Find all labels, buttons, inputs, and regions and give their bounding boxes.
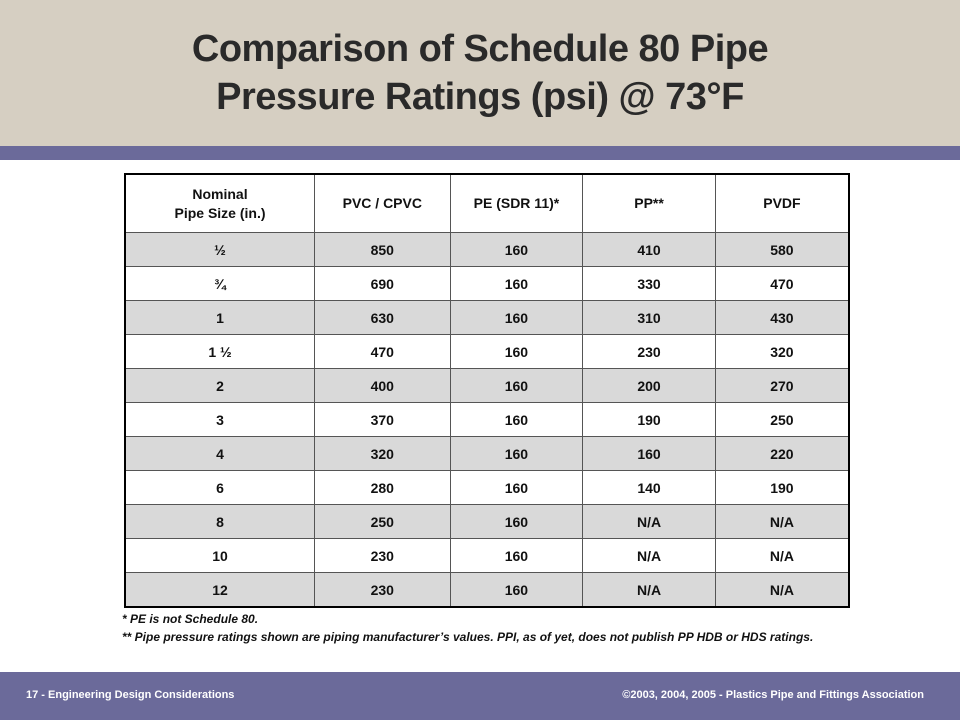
cell-nominal-size: 12 bbox=[124, 572, 315, 608]
table-row: 1 ½ 470 160 230 320 bbox=[124, 334, 850, 369]
cell-nominal-size: 4 bbox=[124, 436, 315, 471]
cell-nominal-size: 10 bbox=[124, 538, 315, 573]
cell-pe: 160 bbox=[449, 232, 584, 267]
cell-pvc-cpvc: 850 bbox=[313, 232, 451, 267]
footnote-pe: * PE is not Schedule 80. bbox=[122, 612, 259, 626]
cell-pvdf: 270 bbox=[714, 368, 850, 403]
table-row: 10 230 160 N/A N/A bbox=[124, 538, 850, 573]
cell-pvc-cpvc: 230 bbox=[313, 572, 451, 608]
cell-nominal-size: 2 bbox=[124, 368, 315, 403]
cell-pe: 160 bbox=[449, 436, 584, 471]
table-row: 8 250 160 N/A N/A bbox=[124, 504, 850, 539]
cell-pe: 160 bbox=[449, 266, 584, 301]
cell-pvdf: N/A bbox=[714, 504, 850, 539]
table-row: ¾ 690 160 330 470 bbox=[124, 266, 850, 301]
slide-title-line-1: Comparison of Schedule 80 Pipe bbox=[191, 28, 769, 70]
cell-pp: N/A bbox=[582, 504, 716, 539]
cell-pe: 160 bbox=[449, 504, 584, 539]
cell-pvc-cpvc: 470 bbox=[313, 334, 451, 369]
cell-pp: 190 bbox=[582, 402, 716, 437]
header-nominal-size-line-2: Pipe Size (in.) bbox=[174, 204, 266, 221]
pressure-ratings-table: Nominal Pipe Size (in.) PVC / CPVC PE (S… bbox=[124, 173, 850, 608]
cell-pp: 410 bbox=[582, 232, 716, 267]
cell-nominal-size: 1 bbox=[124, 300, 315, 335]
cell-pvc-cpvc: 400 bbox=[313, 368, 451, 403]
header-nominal-size-line-1: Nominal bbox=[192, 185, 248, 202]
cell-nominal-size: ½ bbox=[124, 232, 315, 267]
accent-bar bbox=[0, 146, 960, 160]
table-body: ½ 850 160 410 580 ¾ 690 160 330 470 1 630 160 310 430 1… bbox=[124, 232, 850, 608]
cell-nominal-size: 8 bbox=[124, 504, 315, 539]
cell-pe: 160 bbox=[449, 470, 584, 505]
title-band: Comparison of Schedule 80 Pipe Pressure … bbox=[0, 0, 960, 146]
cell-pvc-cpvc: 690 bbox=[313, 266, 451, 301]
table-row: ½ 850 160 410 580 bbox=[124, 232, 850, 267]
footer-bar: 17 - Engineering Design Considerations ©… bbox=[0, 672, 960, 720]
header-pvdf: PVDF bbox=[714, 173, 850, 233]
table-row: 4 320 160 160 220 bbox=[124, 436, 850, 471]
header-pe: PE (SDR 11)* bbox=[449, 173, 584, 233]
cell-pvc-cpvc: 630 bbox=[313, 300, 451, 335]
footer-slide-label: 17 - Engineering Design Considerations bbox=[26, 689, 235, 701]
table-row: 2 400 160 200 270 bbox=[124, 368, 850, 403]
cell-pvc-cpvc: 320 bbox=[313, 436, 451, 471]
cell-pp: 330 bbox=[582, 266, 716, 301]
header-pvc-cpvc: PVC / CPVC bbox=[313, 173, 451, 233]
slide-title-line-2: Pressure Ratings (psi) @ 73°F bbox=[216, 76, 744, 118]
table-row: 6 280 160 140 190 bbox=[124, 470, 850, 505]
footnotes: * PE is not Schedule 80. ** Pipe pressur… bbox=[122, 610, 842, 646]
cell-pp: N/A bbox=[582, 538, 716, 573]
table-row: 12 230 160 N/A N/A bbox=[124, 572, 850, 608]
cell-pvdf: 220 bbox=[714, 436, 850, 471]
footer-copyright: ©2003, 2004, 2005 - Plastics Pipe and Fi… bbox=[622, 689, 924, 701]
cell-pe: 160 bbox=[449, 334, 584, 369]
cell-pp: N/A bbox=[582, 572, 716, 608]
cell-pe: 160 bbox=[449, 300, 584, 335]
cell-pvdf: 430 bbox=[714, 300, 850, 335]
cell-pp: 140 bbox=[582, 470, 716, 505]
cell-pvdf: 320 bbox=[714, 334, 850, 369]
cell-pe: 160 bbox=[449, 402, 584, 437]
cell-pvdf: 190 bbox=[714, 470, 850, 505]
cell-pp: 160 bbox=[582, 436, 716, 471]
cell-pp: 200 bbox=[582, 368, 716, 403]
cell-pvdf: N/A bbox=[714, 572, 850, 608]
table-row: 1 630 160 310 430 bbox=[124, 300, 850, 335]
cell-pvdf: 250 bbox=[714, 402, 850, 437]
cell-pvdf: N/A bbox=[714, 538, 850, 573]
cell-pvdf: 470 bbox=[714, 266, 850, 301]
cell-nominal-size: ¾ bbox=[124, 266, 315, 301]
footnote-pp: ** Pipe pressure ratings shown are pipin… bbox=[122, 630, 814, 644]
header-nominal-size: Nominal Pipe Size (in.) bbox=[124, 173, 315, 233]
cell-nominal-size: 1 ½ bbox=[124, 334, 315, 369]
cell-pe: 160 bbox=[449, 368, 584, 403]
header-pp: PP** bbox=[582, 173, 716, 233]
cell-pvdf: 580 bbox=[714, 232, 850, 267]
cell-nominal-size: 6 bbox=[124, 470, 315, 505]
table-row: 3 370 160 190 250 bbox=[124, 402, 850, 437]
cell-pvc-cpvc: 230 bbox=[313, 538, 451, 573]
cell-pp: 310 bbox=[582, 300, 716, 335]
cell-pe: 160 bbox=[449, 538, 584, 573]
table-header-row: Nominal Pipe Size (in.) PVC / CPVC PE (S… bbox=[124, 173, 850, 233]
cell-pvc-cpvc: 250 bbox=[313, 504, 451, 539]
cell-pvc-cpvc: 370 bbox=[313, 402, 451, 437]
cell-pe: 160 bbox=[449, 572, 584, 608]
cell-pvc-cpvc: 280 bbox=[313, 470, 451, 505]
cell-nominal-size: 3 bbox=[124, 402, 315, 437]
cell-pp: 230 bbox=[582, 334, 716, 369]
